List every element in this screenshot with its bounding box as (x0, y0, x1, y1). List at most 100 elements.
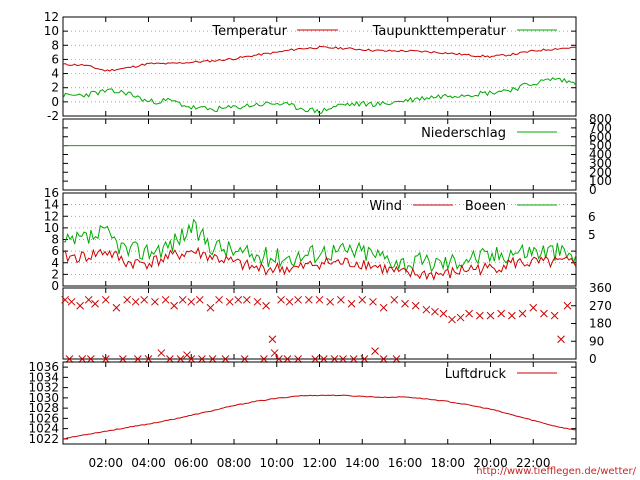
wind-direction-point (319, 355, 328, 363)
wind-direction-point (144, 355, 153, 363)
right-tick-label: 700 (589, 121, 612, 135)
dewpoint-line (62, 77, 577, 115)
wind-direction-point (339, 355, 347, 363)
wind-direction-point (170, 301, 179, 310)
wind-direction-point (166, 355, 174, 363)
right-tick-label: 800 (589, 112, 612, 126)
wind-direction-point (540, 309, 548, 318)
legend-label-taupunkttemperatur: Taupunkttemperatur (372, 24, 507, 39)
y-tick-label: 14 (44, 198, 59, 212)
legend-label-wind: Wind (369, 199, 402, 214)
pressure-line (62, 394, 577, 440)
wind-direction-point (529, 303, 538, 312)
wind-direction-point (101, 355, 110, 363)
x-tick-label: 20:00 (473, 456, 508, 470)
wind-direction-point (550, 311, 559, 320)
y-tick-label: -2 (47, 109, 59, 123)
wind-direction-point (253, 297, 262, 306)
source-url[interactable]: http://www.tiefflegen.de/wetter/ (476, 466, 636, 477)
wind-direction-point (294, 355, 302, 363)
wind-direction-point (151, 297, 159, 306)
y-tick-label: 4 (51, 67, 59, 81)
wind-direction-point (131, 297, 140, 306)
y-tick-label: 1034 (28, 370, 59, 384)
wind-direction-point (448, 315, 456, 324)
x-tick-label: 02:00 (88, 456, 123, 470)
wind-direction-point (379, 303, 388, 312)
panel-frame-4 (62, 287, 577, 360)
right-tick-label: 6 (588, 210, 596, 224)
right-tick-label: 180 (589, 317, 612, 331)
wind-direction-point (371, 347, 379, 355)
wind-direction-point (358, 295, 367, 304)
y-tick-label: 1032 (28, 381, 59, 395)
wind-direction-point (178, 295, 187, 304)
wind-direction-point (242, 295, 251, 304)
y-tick-label: 1036 (28, 360, 59, 374)
wind-direction-point (557, 335, 565, 344)
wind-direction-point (270, 349, 279, 357)
wind-direction-point (268, 335, 277, 344)
wind-direction-point (133, 355, 142, 363)
x-tick-label: 08:00 (217, 456, 252, 470)
wind-direction-point (422, 305, 431, 314)
temperature-line (62, 45, 577, 72)
wind-direction-point (347, 299, 356, 308)
wind-direction-point (475, 311, 484, 320)
right-tick-label: 200 (589, 165, 612, 179)
wind-direction-point (140, 295, 149, 304)
x-tick-label: 18:00 (430, 456, 465, 470)
right-tick-label: 500 (589, 139, 612, 153)
wind-direction-point (208, 355, 217, 363)
wind-direction-point (486, 311, 495, 320)
right-tick-label: 600 (589, 130, 612, 144)
wind-direction-point (431, 307, 439, 316)
right-tick-label: 360 (589, 281, 612, 295)
wind-direction-point (187, 297, 196, 306)
wind-direction-point (118, 355, 127, 363)
y-tick-label: 6 (51, 244, 59, 258)
wind-direction-point (206, 303, 215, 312)
wind-direction-point (390, 295, 399, 304)
y-tick-label: 1022 (28, 432, 59, 446)
legend-label-luftdruck: Luftdruck (445, 367, 507, 382)
wind-direction-point (61, 295, 69, 304)
y-tick-label: 2 (51, 267, 59, 281)
right-tick-label: 100 (589, 174, 612, 188)
wind-direction-point (260, 355, 268, 363)
wind-direction-point (508, 311, 516, 320)
legend-label-temperatur: Temperatur (211, 24, 287, 39)
y-tick-label: 12 (44, 10, 59, 24)
wind-direction-point (360, 355, 369, 363)
wind-direction-point (392, 355, 401, 363)
x-tick-label: 12:00 (302, 456, 337, 470)
wind-direction-point (277, 295, 285, 304)
wind-direction-point (315, 295, 324, 304)
legend-label-niederschlag: Niederschlag (421, 126, 506, 141)
wind-direction-point (84, 295, 93, 304)
y-tick-label: 2 (51, 81, 59, 95)
wind-direction-point (465, 309, 473, 318)
wind-direction-point (294, 295, 302, 304)
wind-direction-point (497, 309, 506, 318)
wind-direction-point (221, 355, 230, 363)
y-tick-label: 16 (44, 186, 59, 200)
right-tick-label: 400 (589, 148, 612, 162)
wind-direction-point (283, 355, 292, 363)
y-tick-label: 6 (51, 52, 59, 66)
y-tick-label: 12 (44, 209, 59, 223)
y-tick-label: 1030 (28, 391, 59, 405)
wind-direction-point (76, 301, 84, 310)
wind-direction-point (195, 295, 204, 304)
wind-direction-point (240, 355, 249, 363)
wind-direction-point (161, 295, 170, 304)
wind-direction-point (67, 297, 76, 306)
wind-direction-point (234, 295, 243, 304)
wind-direction-point (123, 295, 131, 304)
wind-direction-point (411, 301, 420, 310)
y-tick-label: 8 (51, 233, 59, 247)
wind-direction-point (563, 301, 572, 310)
wind-direction-point (78, 355, 87, 363)
y-tick-label: 4 (51, 256, 59, 270)
y-tick-label: 1024 (28, 422, 59, 436)
